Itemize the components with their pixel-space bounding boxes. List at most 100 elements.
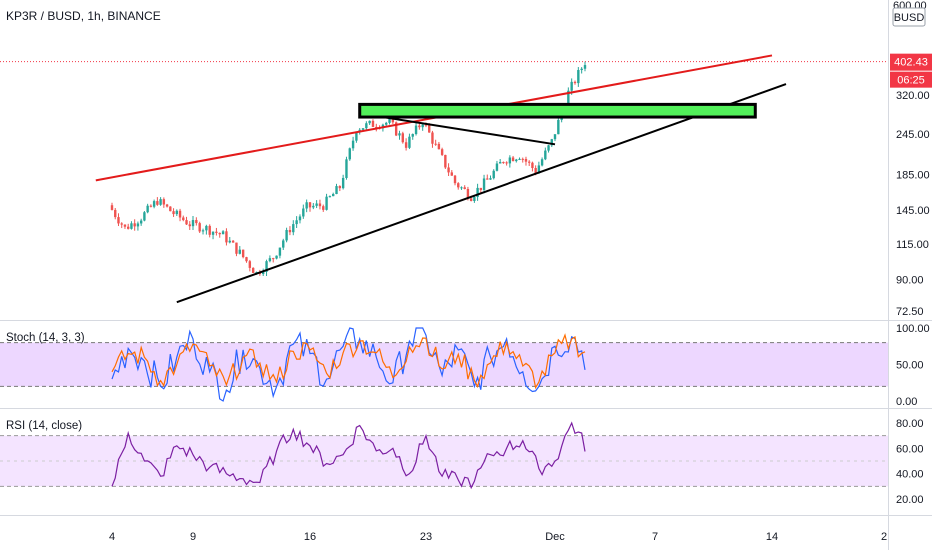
candle-body bbox=[318, 203, 322, 207]
candle-body bbox=[447, 167, 450, 173]
candle-body bbox=[285, 229, 288, 241]
candle-body bbox=[245, 257, 248, 262]
candle-body bbox=[211, 231, 215, 235]
candle-body bbox=[114, 209, 117, 218]
candle-body bbox=[305, 202, 308, 209]
candle-body bbox=[315, 203, 318, 206]
candle-body bbox=[557, 119, 560, 135]
candle-body bbox=[460, 187, 463, 189]
candle-body bbox=[149, 205, 153, 207]
candle-body bbox=[198, 223, 201, 232]
price-tick-label: 115.00 bbox=[896, 239, 929, 251]
candle-body bbox=[418, 125, 421, 128]
candle-body bbox=[479, 187, 483, 190]
candle-body bbox=[411, 134, 414, 137]
horizontal-zone bbox=[358, 102, 757, 119]
countdown-label bbox=[890, 71, 932, 88]
time-tick-label: 14 bbox=[766, 531, 778, 543]
candle-body bbox=[127, 226, 130, 229]
candle-body bbox=[391, 118, 395, 123]
candle-body bbox=[241, 249, 245, 258]
candle-body bbox=[130, 223, 133, 229]
time-tick-label: 23 bbox=[420, 531, 432, 543]
candle-body bbox=[332, 194, 335, 197]
candle-body bbox=[365, 123, 368, 129]
candle-body bbox=[208, 225, 211, 235]
candle-body bbox=[388, 118, 391, 123]
candle-body bbox=[505, 162, 508, 164]
candle-body bbox=[265, 261, 268, 272]
candle-body bbox=[282, 240, 285, 248]
candle-body bbox=[325, 196, 328, 210]
candle-body bbox=[218, 232, 221, 235]
candle-body bbox=[531, 162, 534, 169]
drawings-layer[interactable] bbox=[95, 54, 787, 304]
candle-body bbox=[502, 162, 505, 164]
last-price-value: 402.43 bbox=[894, 57, 928, 69]
symbol-title: KP3R / BUSD, 1h, BINANCE bbox=[6, 9, 161, 23]
candle-body bbox=[308, 202, 312, 208]
candle-body bbox=[292, 224, 295, 233]
candle-body bbox=[278, 247, 282, 256]
candle-body bbox=[540, 159, 544, 166]
currency-badge[interactable] bbox=[892, 7, 926, 27]
candle-body bbox=[495, 163, 499, 171]
candle-body bbox=[469, 198, 473, 201]
candle-body bbox=[341, 177, 345, 189]
candle-body bbox=[298, 216, 302, 221]
candle-body bbox=[268, 258, 272, 262]
candle-body bbox=[110, 205, 114, 210]
candle-body bbox=[404, 142, 408, 148]
candle-body bbox=[272, 258, 275, 260]
candle-body bbox=[275, 255, 278, 259]
time-tick-label: 4 bbox=[109, 531, 115, 543]
candle-body bbox=[328, 196, 332, 198]
candle-body bbox=[570, 81, 573, 91]
rsi-line bbox=[111, 421, 586, 490]
price-tick-label: 72.50 bbox=[896, 306, 924, 318]
price-pane[interactable] bbox=[0, 0, 888, 320]
candle-body bbox=[444, 154, 447, 168]
candle-body bbox=[169, 206, 172, 212]
candle-body bbox=[577, 70, 580, 84]
candle-body bbox=[123, 224, 127, 227]
candle-body bbox=[544, 150, 547, 160]
candle-body bbox=[231, 240, 235, 243]
candle-body bbox=[489, 178, 492, 180]
candle-body bbox=[550, 139, 553, 146]
candle-body bbox=[583, 65, 587, 69]
support-trendline bbox=[176, 83, 787, 304]
stoch-k-line bbox=[111, 327, 586, 402]
candle-body bbox=[521, 158, 524, 160]
rsi-tick-label: 20.00 bbox=[896, 494, 924, 506]
candle-body bbox=[508, 157, 512, 164]
rsi-tick-label: 40.00 bbox=[896, 469, 924, 481]
candle-body bbox=[401, 133, 404, 143]
candle-body bbox=[228, 240, 231, 243]
price-tick-label: 90.00 bbox=[896, 275, 924, 287]
candle-body bbox=[172, 211, 175, 215]
candle-body bbox=[120, 223, 123, 225]
time-axis[interactable]: 4 9 16 23 Dec 7 14 2 bbox=[109, 531, 887, 543]
candle-body bbox=[408, 136, 411, 148]
candle-body bbox=[511, 157, 515, 162]
candle-body bbox=[351, 140, 355, 149]
candle-body bbox=[368, 120, 371, 124]
price-axis[interactable]: 72.50 90.00 115.00 145.00 185.00 245.00 320.00… bbox=[896, 90, 930, 506]
candle-body bbox=[355, 132, 358, 141]
candle-body bbox=[534, 168, 537, 174]
candle-body bbox=[518, 158, 521, 160]
candle-body bbox=[215, 231, 218, 233]
candle-body bbox=[221, 231, 225, 235]
candle-body bbox=[201, 230, 205, 232]
candle-body bbox=[567, 90, 570, 108]
stoch-series bbox=[111, 327, 586, 402]
candle-body bbox=[573, 81, 577, 84]
candle-body bbox=[191, 220, 195, 227]
candle-body bbox=[162, 199, 166, 205]
candle-body bbox=[431, 132, 434, 144]
countdown-value: 06:25 bbox=[897, 75, 925, 87]
candle-body bbox=[398, 133, 401, 136]
